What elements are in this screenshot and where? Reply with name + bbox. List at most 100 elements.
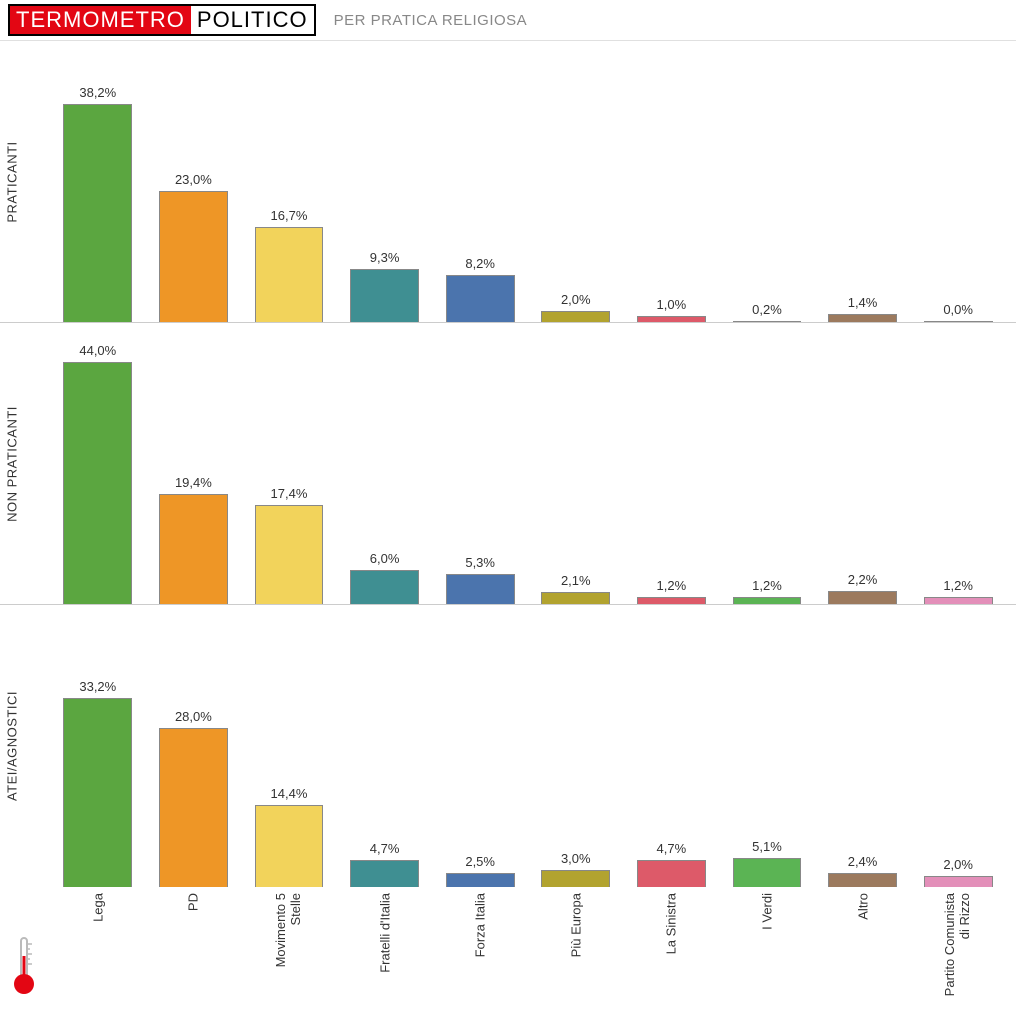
bar-slot: 3,0% xyxy=(528,625,624,887)
bar-value-label: 33,2% xyxy=(79,679,116,694)
panel-label: ATEI/AGNOSTICI xyxy=(5,691,20,801)
bar-slot: 38,2% xyxy=(50,61,146,322)
bar-slot: 9,3% xyxy=(337,61,433,322)
bar-value-label: 2,1% xyxy=(561,573,591,588)
bar-slot: 28,0% xyxy=(146,625,242,887)
header: TERMOMETRO POLITICO PER PRATICA RELIGIOS… xyxy=(0,0,1016,41)
bar xyxy=(446,574,515,604)
bar-value-label: 1,2% xyxy=(752,578,782,593)
thermometer-icon xyxy=(8,934,40,996)
bar xyxy=(446,873,515,887)
x-label-slot: I Verdi xyxy=(719,887,815,1002)
bar-value-label: 5,3% xyxy=(465,555,495,570)
bar-value-label: 3,0% xyxy=(561,851,591,866)
bars-row: 44,0%19,4%17,4%6,0%5,3%2,1%1,2%1,2%2,2%1… xyxy=(50,343,1006,604)
bar xyxy=(63,104,132,322)
chart-panels: PRATICANTI38,2%23,0%16,7%9,3%8,2%2,0%1,0… xyxy=(0,41,1016,887)
bar xyxy=(733,597,802,604)
bar xyxy=(255,505,324,604)
x-label-slot: Fratelli d'Italia xyxy=(337,887,433,1002)
x-axis-label: Forza Italia xyxy=(473,893,488,957)
x-label-slot: La Sinistra xyxy=(624,887,720,1002)
bar xyxy=(733,858,802,887)
bar xyxy=(446,275,515,322)
chart-panel: PRATICANTI38,2%23,0%16,7%9,3%8,2%2,0%1,0… xyxy=(0,41,1016,323)
plot-area: 33,2%28,0%14,4%4,7%2,5%3,0%4,7%5,1%2,4%2… xyxy=(50,625,1006,887)
chart-subtitle: PER PRATICA RELIGIOSA xyxy=(334,12,528,29)
bar-slot: 17,4% xyxy=(241,343,337,604)
bar xyxy=(828,314,897,322)
bar xyxy=(541,311,610,322)
bar-value-label: 2,5% xyxy=(465,854,495,869)
bar xyxy=(255,805,324,887)
bar xyxy=(350,269,419,322)
bar xyxy=(828,591,897,604)
bar-value-label: 2,0% xyxy=(943,857,973,872)
bar-slot: 1,2% xyxy=(719,343,815,604)
bar-slot: 5,1% xyxy=(719,625,815,887)
bar-value-label: 8,2% xyxy=(465,256,495,271)
x-label-slot: Lega xyxy=(50,887,146,1002)
x-label-slot: Altro xyxy=(815,887,911,1002)
bar-slot: 5,3% xyxy=(432,343,528,604)
bar-slot: 6,0% xyxy=(337,343,433,604)
x-axis-label: Più Europa xyxy=(568,893,583,957)
bar-slot: 23,0% xyxy=(146,61,242,322)
logo: TERMOMETRO POLITICO xyxy=(8,4,316,36)
bar-slot: 0,0% xyxy=(910,61,1006,322)
panel-label: NON PRATICANTI xyxy=(5,406,20,522)
bar-value-label: 0,0% xyxy=(943,302,973,317)
bar-slot: 2,4% xyxy=(815,625,911,887)
bar-value-label: 44,0% xyxy=(79,343,116,358)
x-axis-label: I Verdi xyxy=(759,893,774,930)
x-label-slot: Forza Italia xyxy=(432,887,528,1002)
bar xyxy=(733,321,802,322)
bar xyxy=(541,870,610,887)
bar xyxy=(637,597,706,604)
x-axis-label: La Sinistra xyxy=(664,893,679,954)
plot-area: 44,0%19,4%17,4%6,0%5,3%2,1%1,2%1,2%2,2%1… xyxy=(50,343,1006,604)
bar-slot: 2,2% xyxy=(815,343,911,604)
bar xyxy=(159,494,228,604)
logo-right: POLITICO xyxy=(191,6,314,34)
bar-slot: 2,0% xyxy=(528,61,624,322)
x-axis-label: Altro xyxy=(855,893,870,920)
bar-value-label: 28,0% xyxy=(175,709,212,724)
bar xyxy=(637,316,706,322)
bar-value-label: 9,3% xyxy=(370,250,400,265)
bar-slot: 2,0% xyxy=(910,625,1006,887)
x-axis-label: Lega xyxy=(90,893,105,922)
bar-slot: 14,4% xyxy=(241,625,337,887)
x-axis-label: PD xyxy=(186,893,201,911)
x-label-slot: Partito Comunista di Rizzo xyxy=(910,887,1006,1002)
x-label-slot: PD xyxy=(146,887,242,1002)
bar-value-label: 2,2% xyxy=(848,572,878,587)
x-axis-label: Partito Comunista di Rizzo xyxy=(943,893,973,1003)
bar xyxy=(924,876,993,887)
bar-slot: 2,5% xyxy=(432,625,528,887)
bar-slot: 0,2% xyxy=(719,61,815,322)
bar-value-label: 1,4% xyxy=(848,295,878,310)
bar-value-label: 19,4% xyxy=(175,475,212,490)
bar xyxy=(63,362,132,604)
bar xyxy=(924,597,993,604)
bar xyxy=(255,227,324,322)
bar xyxy=(159,728,228,887)
bar-slot: 16,7% xyxy=(241,61,337,322)
bar-slot: 1,0% xyxy=(624,61,720,322)
bar-slot: 44,0% xyxy=(50,343,146,604)
bar-slot: 4,7% xyxy=(337,625,433,887)
bar-value-label: 0,2% xyxy=(752,302,782,317)
bar-value-label: 6,0% xyxy=(370,551,400,566)
bar xyxy=(350,860,419,887)
bar-value-label: 16,7% xyxy=(271,208,308,223)
bar-slot: 8,2% xyxy=(432,61,528,322)
bar xyxy=(924,321,993,322)
bars-row: 33,2%28,0%14,4%4,7%2,5%3,0%4,7%5,1%2,4%2… xyxy=(50,625,1006,887)
bar xyxy=(637,860,706,887)
chart-panel: NON PRATICANTI 44,0% 19,4% 17,4% 6,0% 5,3% 2,1… xyxy=(0,323,1016,605)
bar xyxy=(350,570,419,604)
chart-panel: ATEI/AGNOSTICI 33,2% 28,0% 14,4%4,7% 2,5% 3,0… xyxy=(0,605,1016,887)
bar-value-label: 1,2% xyxy=(657,578,687,593)
bar-value-label: 5,1% xyxy=(752,839,782,854)
